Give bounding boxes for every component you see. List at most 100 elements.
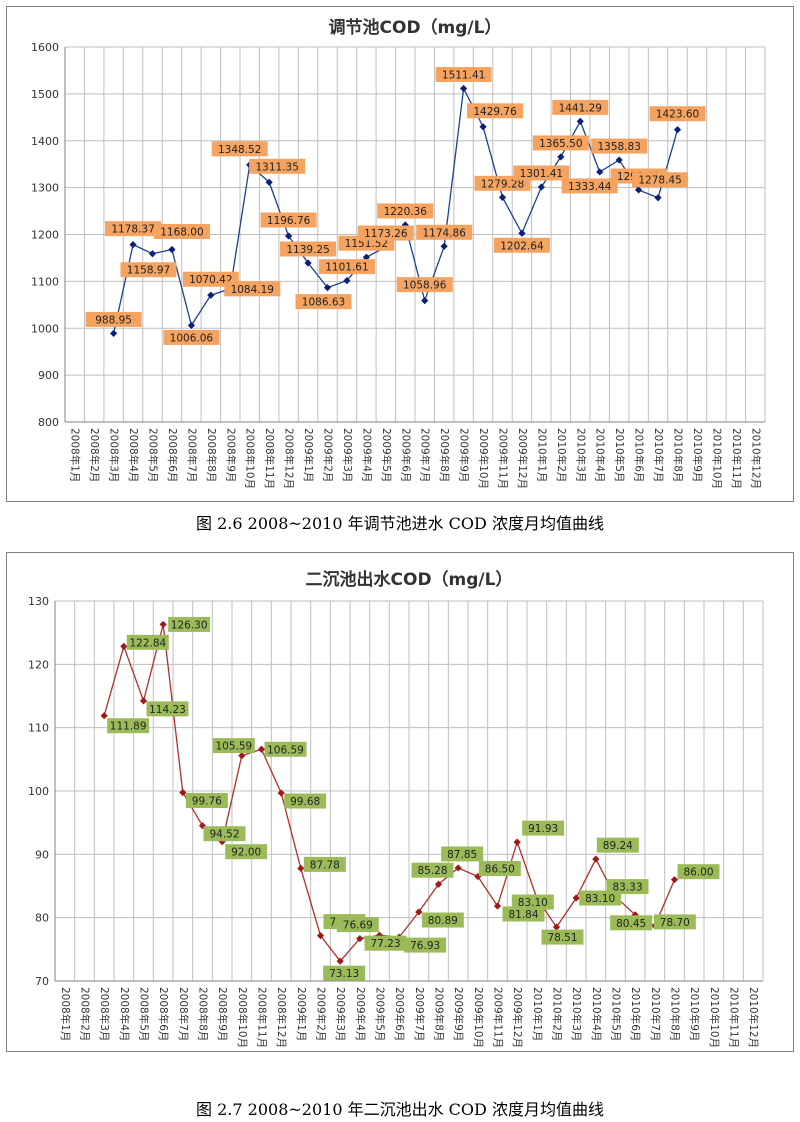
chart-title: 二沉池出水COD（mg/L） [306, 569, 513, 590]
data-label: 77.23 [364, 935, 407, 951]
data-label: 86.00 [677, 864, 720, 880]
data-label-box [364, 935, 407, 951]
data-label: 111.89 [107, 718, 150, 734]
data-label: 1358.83 [591, 138, 648, 154]
y-tick-label: 90 [35, 848, 49, 861]
chart-1: 调节池COD（mg/L） 800 900 1000 1100 1200 1300 1400 15… [31, 17, 766, 489]
x-tick-label: 2010年5月 [610, 987, 623, 1041]
x-tick-label: 2010年6月 [633, 428, 646, 482]
data-label-box [336, 917, 379, 933]
data-label-text: 1058.96 [403, 280, 447, 292]
data-point [415, 908, 423, 916]
x-tick-label: 2009年2月 [315, 987, 328, 1041]
figure-caption-2: 图 2.7 2008~2010 年二沉池出水 COD 浓度月均值曲线 [196, 1100, 604, 1119]
data-label-box [295, 294, 352, 310]
data-label: 1168.00 [153, 224, 210, 239]
x-tick-label: 2008年6月 [166, 428, 179, 482]
data-point [434, 880, 443, 888]
data-label-box [105, 221, 162, 237]
data-label-text: 1070.42 [189, 274, 232, 286]
data-label-text: 114.23 [149, 704, 186, 716]
data-label: 1220.36 [377, 203, 434, 219]
x-tick-label: 2008年2月 [88, 428, 101, 482]
data-point [615, 156, 623, 164]
x-tick-label: 2009年8月 [438, 428, 451, 482]
data-label-text: 122.84 [129, 637, 166, 649]
data-label: 1301.41 [513, 165, 570, 181]
data-label-text: 1158.97 [127, 265, 170, 277]
data-label-box [653, 914, 696, 930]
data-label-box [212, 738, 255, 754]
data-label: 1441.29 [552, 99, 609, 115]
y-tick-label: 120 [28, 658, 49, 671]
data-label: 73.13 [323, 965, 366, 981]
data-label-box [126, 634, 169, 650]
y-tick-label: 110 [28, 722, 49, 735]
data-label-box [610, 915, 653, 931]
data-label-box [606, 879, 649, 895]
data-label-box [203, 826, 246, 842]
x-tick-label: 2010年5月 [613, 428, 626, 482]
data-point [304, 259, 312, 267]
y-tick-label: 1200 [31, 229, 59, 242]
data-point [673, 126, 682, 134]
data-label: 1101.61 [318, 259, 375, 275]
x-tick-label: 2008年1月 [69, 428, 82, 482]
x-tick-label: 2008年4月 [127, 428, 140, 482]
data-point [120, 642, 128, 650]
y-tick-label: 1000 [31, 322, 59, 335]
data-label-text: 86.00 [683, 867, 713, 879]
data-label: 1158.97 [120, 262, 177, 278]
x-tick-label: 2009年4月 [354, 987, 367, 1041]
data-label-text: 1311.35 [255, 161, 298, 173]
data-point [670, 876, 679, 884]
data-point [576, 117, 584, 125]
data-label-box [264, 741, 307, 757]
data-label-text: 111.89 [110, 721, 147, 733]
data-point [316, 931, 325, 940]
y-tick-label: 100 [28, 785, 49, 798]
data-label-box [396, 277, 453, 293]
x-tick-label: 2009年9月 [452, 987, 465, 1041]
data-label-text: 78.70 [660, 917, 690, 929]
figure-caption-1: 图 2.6 2008~2010 年调节池进水 COD 浓度月均值曲线 [196, 514, 604, 533]
data-label-text: 106.59 [267, 744, 304, 756]
data-point [257, 745, 266, 753]
data-label: 99.76 [185, 793, 228, 809]
data-label-text: 81.84 [508, 909, 538, 921]
y-tick-label: 1600 [31, 41, 59, 54]
data-label: 94.52 [203, 826, 246, 842]
data-point [460, 84, 468, 93]
data-point [139, 697, 148, 705]
data-label-box [441, 846, 484, 862]
x-tick-label: 2008年2月 [79, 987, 92, 1041]
data-label-text: 1168.00 [160, 227, 203, 239]
x-tick-label: 2009年4月 [360, 428, 373, 482]
data-label: 114.23 [146, 701, 189, 717]
data-label-text: 1279.28 [481, 178, 524, 190]
x-tick-label: 2008年12月 [283, 428, 296, 489]
data-label-text: 1333.44 [568, 181, 612, 193]
data-label: 1058.96 [396, 277, 453, 293]
x-tick-label: 2010年4月 [594, 428, 607, 482]
data-point [440, 242, 448, 250]
x-tick-label: 2010年11月 [728, 987, 741, 1048]
x-tick-label: 2009年12月 [516, 428, 529, 489]
data-point [513, 838, 521, 846]
data-label-box [541, 929, 584, 945]
data-label: 105.59 [212, 738, 255, 754]
x-tick-label: 2010年1月 [531, 987, 544, 1041]
data-label-box [435, 67, 492, 83]
data-point [552, 923, 561, 931]
chart-title: 调节池COD（mg/L） [329, 17, 502, 38]
data-point [207, 291, 215, 299]
data-label-box [168, 616, 211, 632]
data-label: 1365.50 [532, 135, 589, 151]
data-point [129, 241, 137, 249]
data-label: 76.93 [404, 937, 447, 953]
data-label-box [303, 856, 346, 872]
data-label-text: 1086.63 [302, 297, 345, 309]
data-label: 1511.41 [435, 67, 492, 83]
data-label-text: 87.85 [447, 849, 477, 861]
data-label-box [467, 103, 524, 119]
